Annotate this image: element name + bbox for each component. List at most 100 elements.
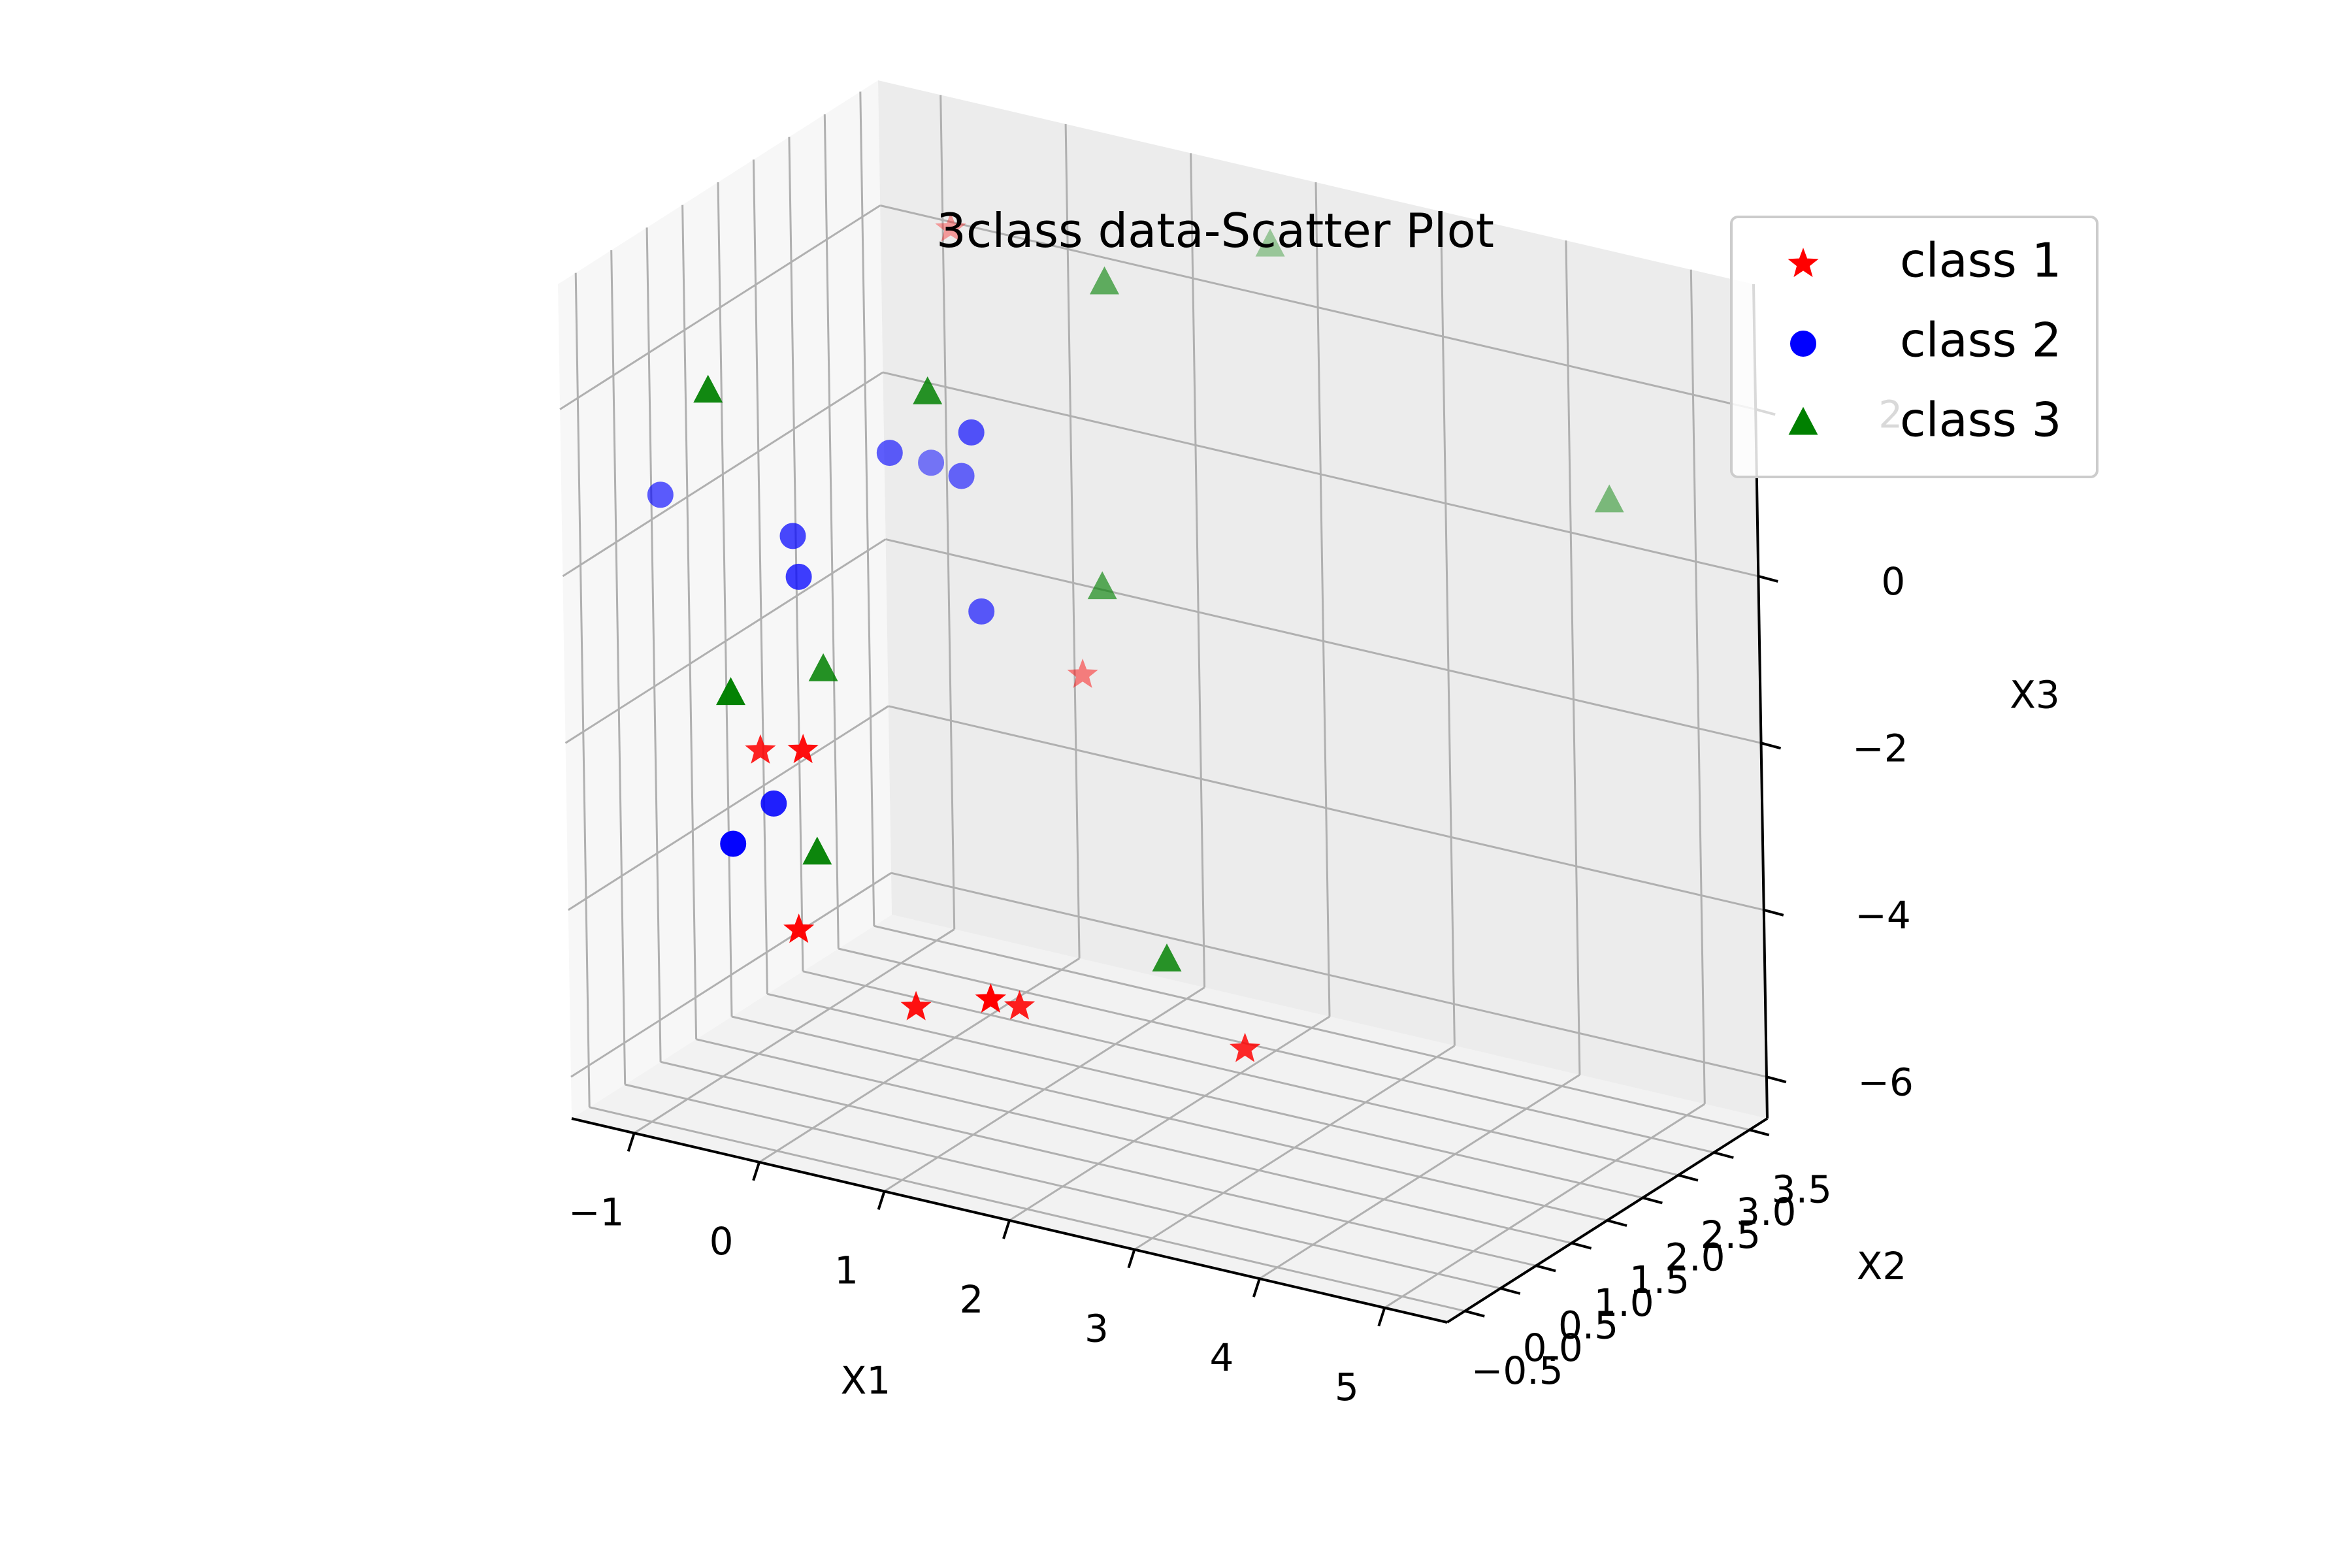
grid-line-y-floor: [838, 947, 1714, 1154]
x-tick-label: 5: [1335, 1365, 1359, 1409]
data-point-series-3: [1090, 266, 1119, 295]
data-point-series-2: [647, 482, 674, 508]
grid-line-y-wall: [610, 250, 627, 1085]
x-tick-mark: [877, 1190, 886, 1211]
data-point-series-1: [1004, 990, 1036, 1020]
data-point-series-1: [975, 983, 1007, 1013]
data-point-series-2: [958, 419, 985, 446]
data-point-series-1: [1067, 659, 1098, 689]
grid-line-x-back: [1439, 211, 1456, 1046]
grid-line-y-floor: [802, 970, 1679, 1177]
y-tick-mark: [1642, 1196, 1663, 1205]
y-tick-mark: [1713, 1151, 1734, 1159]
data-point-series-1: [1229, 1032, 1261, 1062]
x-tick-mark: [627, 1132, 636, 1152]
grid-line-y-floor: [731, 1015, 1608, 1222]
grid-line-x-back: [1690, 269, 1706, 1104]
y-tick-mark: [1607, 1219, 1627, 1227]
y-tick-label: 1.5: [1629, 1258, 1690, 1302]
x-tick-label: 1: [834, 1249, 858, 1293]
data-point-series-3: [693, 374, 723, 403]
grid-line-y-floor: [874, 924, 1750, 1131]
grid-line-z-wall: [562, 371, 884, 578]
grid-line-z-back: [890, 872, 1767, 1078]
data-point-series-3: [1594, 484, 1624, 513]
grid-lines: [559, 91, 1767, 1313]
grid-line-z-wall: [570, 872, 892, 1078]
x-tick-label: −1: [568, 1190, 625, 1234]
grid-line-y-wall: [717, 182, 733, 1017]
legend-label-series-1: class 1: [1900, 233, 2061, 288]
grid-line-z-back: [885, 538, 1761, 744]
data-point-series-3: [1087, 571, 1117, 600]
grid-line-x-back: [939, 95, 956, 930]
y-tick-label: 0.0: [1523, 1326, 1583, 1370]
data-point-series-1: [745, 734, 776, 764]
y-tick-label: −0.5: [1471, 1348, 1563, 1393]
data-point-series-2: [918, 449, 945, 476]
data-point-series-1: [935, 212, 966, 242]
x-tick-mark: [1002, 1220, 1011, 1239]
y-tick-label: 2.5: [1701, 1213, 1761, 1257]
data-point-series-1: [783, 913, 815, 943]
y-tick-label: 3.0: [1736, 1190, 1796, 1234]
z-tick-label: −6: [1857, 1060, 1914, 1104]
legend-marker-series-3: [1788, 406, 1818, 435]
data-point-series-2: [785, 563, 812, 590]
x-tick-mark: [1127, 1249, 1136, 1269]
grid-line-y-floor: [625, 1083, 1501, 1290]
z-tick-label: 0: [1881, 559, 1905, 604]
data-point-series-3: [1152, 943, 1182, 972]
data-point-series-3: [913, 376, 943, 404]
legend: class 1 class 2 class 3: [1730, 216, 2099, 478]
grid-line-y-floor: [767, 992, 1643, 1199]
z-axis-title: X3: [2010, 673, 2060, 717]
data-point-series-3: [716, 677, 745, 706]
y-tick-mark: [1678, 1173, 1699, 1182]
y-tick-mark: [1500, 1287, 1521, 1295]
grid-line-x-back: [1565, 240, 1581, 1075]
x-axis-title: X1: [841, 1358, 891, 1403]
data-point-series-1: [900, 990, 932, 1021]
data-points: [647, 212, 1624, 1062]
legend-marker-series-1: [1788, 248, 1819, 278]
y-tick-mark: [1749, 1128, 1770, 1137]
data-point-series-1: [787, 734, 819, 764]
grid-line-y-wall: [788, 137, 804, 972]
y-tick-mark: [1535, 1264, 1556, 1273]
y-tick-mark: [1464, 1309, 1485, 1318]
grid-line-x-back: [1190, 153, 1206, 988]
x-tick-label: 4: [1209, 1335, 1233, 1380]
grid-line-y-wall: [752, 159, 768, 994]
z-tick-mark: [1763, 908, 1784, 917]
z-tick-mark: [1761, 742, 1782, 750]
y-tick-mark: [1571, 1241, 1592, 1250]
grid-line-y-wall: [681, 204, 698, 1039]
legend-label-series-3: class 3: [1900, 393, 2061, 448]
grid-line-y-floor: [696, 1038, 1572, 1245]
data-point-series-3: [808, 653, 838, 681]
legend-frame: [1730, 216, 2099, 478]
z-tick-label: −4: [1855, 893, 1911, 938]
data-point-series-2: [720, 830, 747, 857]
y-axis-title: X2: [1857, 1244, 1907, 1288]
data-point-series-2: [876, 440, 903, 466]
x-tick-label: 3: [1085, 1307, 1109, 1351]
z-tick-mark: [1766, 1075, 1787, 1084]
grid-line-y-wall: [859, 91, 875, 926]
legend-label-series-2: class 2: [1900, 313, 2061, 368]
x-tick-mark: [1252, 1278, 1261, 1298]
data-point-series-2: [948, 463, 975, 489]
grid-line-z-wall: [564, 538, 887, 744]
z-tick-label: −2: [1852, 726, 1908, 770]
grid-line-z-back: [882, 371, 1759, 578]
data-point-series-3: [1255, 228, 1285, 257]
y-tick-label: 2.0: [1665, 1235, 1725, 1279]
data-point-series-2: [968, 598, 995, 625]
data-point-series-3: [802, 836, 832, 865]
grid-line-z-wall: [567, 705, 889, 911]
y-tick-label: 1.0: [1593, 1281, 1654, 1325]
grid-line-z-back: [879, 204, 1756, 410]
